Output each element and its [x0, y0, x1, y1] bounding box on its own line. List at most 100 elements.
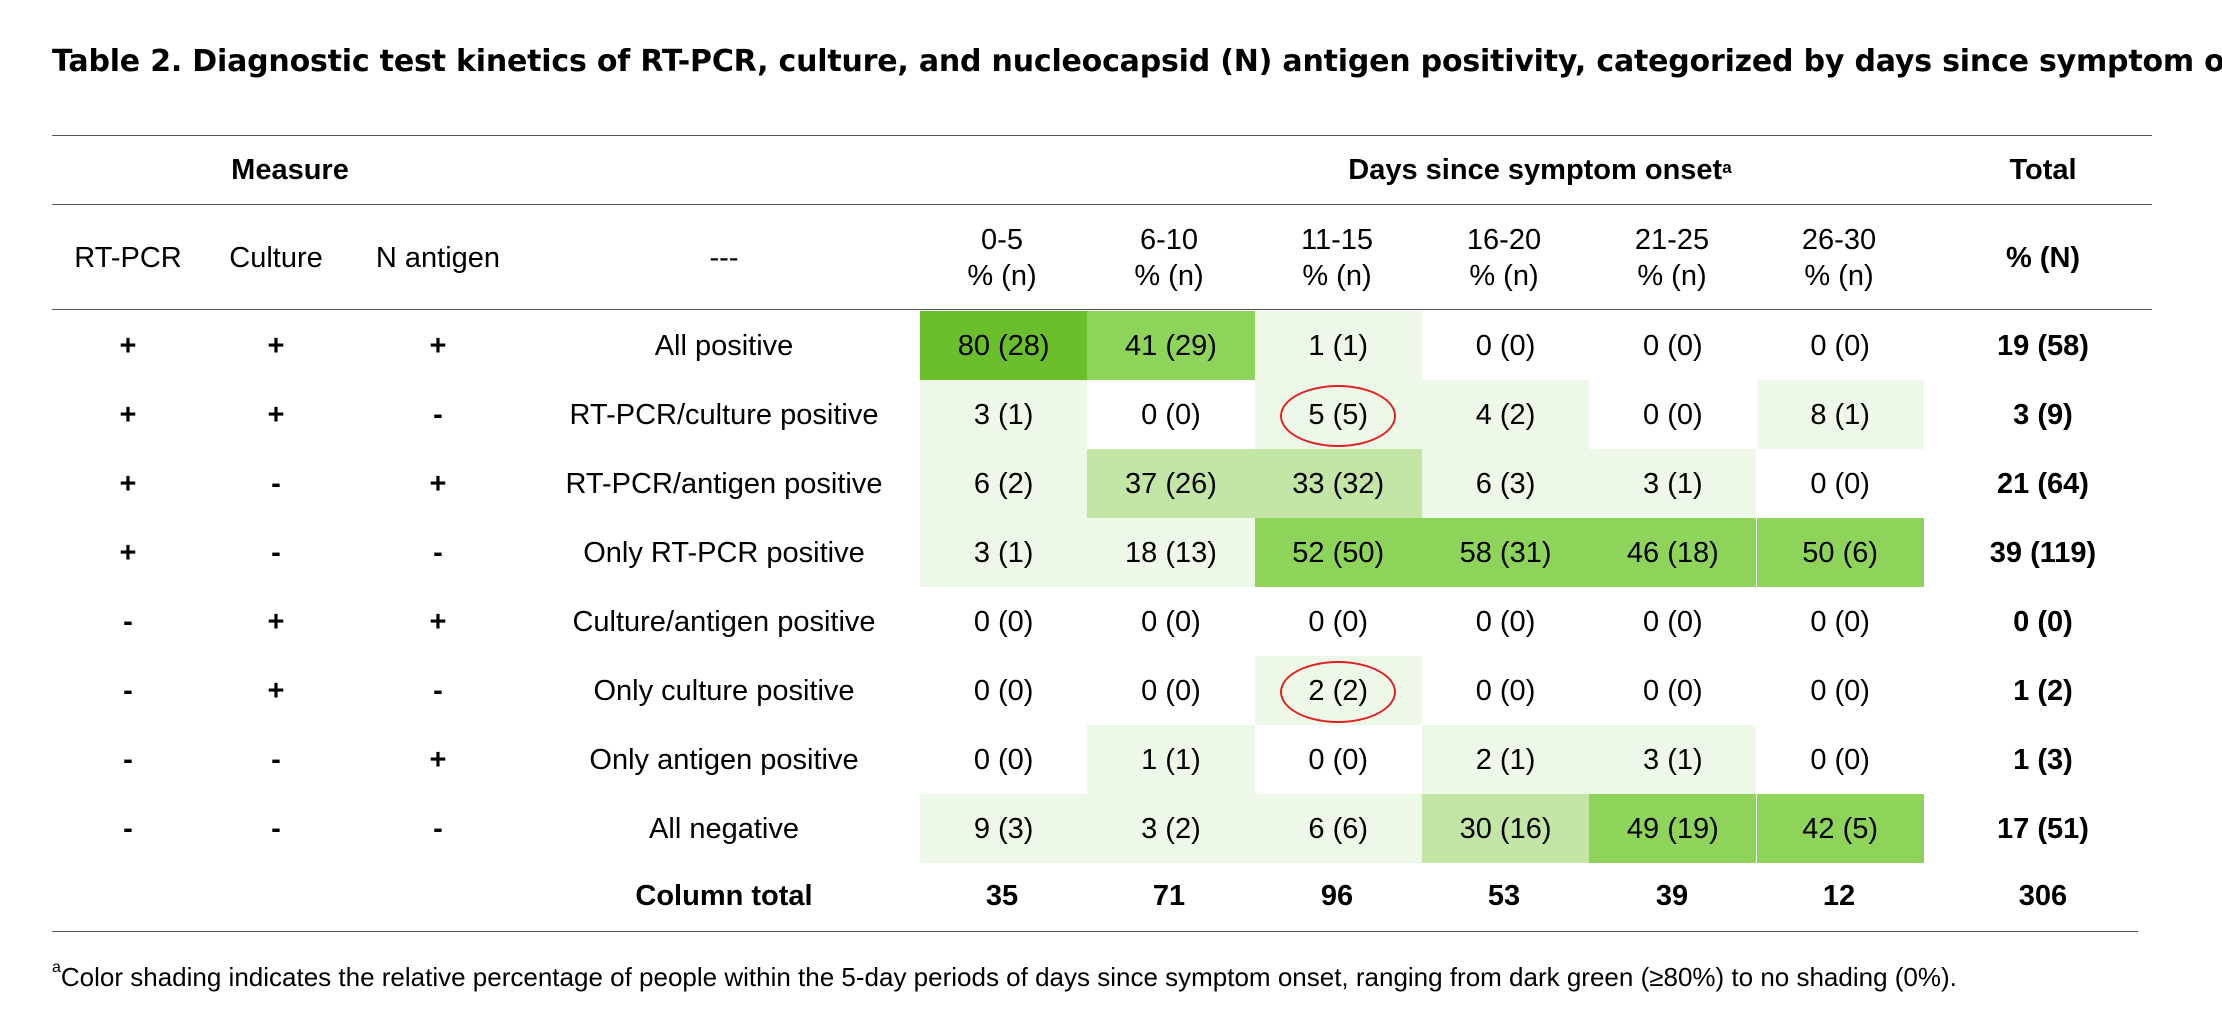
table-cell: 30 (16)	[1421, 794, 1590, 863]
table-cell: 0 (0)	[1421, 311, 1590, 380]
row-total: 3 (9)	[2013, 398, 2073, 431]
antigen-sign: +	[429, 467, 447, 500]
antigen-sign: -	[433, 536, 443, 569]
table-top-rule	[52, 135, 2152, 136]
table-cell: 0 (0)	[1589, 311, 1757, 380]
table-cell: 1 (1)	[1254, 311, 1422, 380]
row-total: 39 (119)	[1989, 536, 2097, 569]
row-label: Culture/antigen positive	[572, 605, 876, 638]
table-cell: 0 (0)	[1087, 380, 1255, 449]
header-total-unit: % (N)	[2005, 242, 2081, 274]
table-cell: 0 (0)	[1087, 656, 1255, 725]
table-cell: 0 (0)	[1589, 380, 1757, 449]
rtpcr-sign: -	[123, 605, 133, 638]
header-measure: Measure	[231, 154, 349, 186]
row-total: 1 (2)	[2013, 674, 2073, 707]
header-description: ---	[709, 242, 739, 274]
table-cell: 5 (5)	[1254, 380, 1422, 449]
footnote: aColor shading indicates the relative pe…	[52, 959, 1957, 993]
table-bottom-rule	[52, 931, 2138, 932]
table-cell: 0 (0)	[1756, 587, 1924, 656]
header-day-col-6-10: 6-10 % (n)	[1085, 205, 1252, 311]
table-cell: 9 (3)	[920, 794, 1088, 863]
day-unit-label: % (n)	[1469, 260, 1539, 292]
header-days-footnote-marker: a	[1722, 158, 1732, 177]
day-unit-label: % (n)	[967, 260, 1037, 292]
table-cell: 0 (0)	[1756, 311, 1924, 380]
table-cell: 3 (1)	[920, 518, 1088, 587]
day-range-label: 11-15	[1300, 224, 1373, 256]
day-range-label: 0-5	[981, 224, 1023, 256]
rtpcr-sign: -	[123, 812, 133, 845]
day-range-label: 16-20	[1466, 224, 1542, 256]
rtpcr-sign: +	[119, 536, 137, 569]
table-cell: 0 (0)	[920, 656, 1088, 725]
table-cell: 46 (18)	[1589, 518, 1757, 587]
day-range-label: 26-30	[1801, 224, 1877, 256]
row-total: 1 (3)	[2013, 743, 2073, 776]
row-label: RT-PCR/antigen positive	[565, 467, 883, 500]
antigen-sign: -	[433, 674, 443, 707]
table-cell: 6 (6)	[1254, 794, 1422, 863]
header-n-antigen: N antigen	[375, 242, 501, 274]
row-total: 17 (51)	[1997, 812, 2089, 845]
antigen-sign: +	[429, 605, 447, 638]
table-cell: 4 (2)	[1421, 380, 1590, 449]
culture-sign: -	[271, 812, 281, 845]
header-culture: Culture	[229, 242, 323, 274]
rtpcr-sign: +	[119, 329, 137, 362]
column-total-value: 35	[985, 879, 1019, 912]
day-unit-label: % (n)	[1637, 260, 1707, 292]
table-cell: 18 (13)	[1087, 518, 1255, 587]
footnote-marker: a	[52, 959, 61, 977]
header-day-col-26-30: 26-30 % (n)	[1755, 205, 1922, 311]
day-unit-label: % (n)	[1302, 260, 1372, 292]
table-cell: 0 (0)	[1756, 725, 1924, 794]
table-cell: 33 (32)	[1254, 449, 1422, 518]
table-cell: 0 (0)	[1756, 656, 1924, 725]
header-days-label: Days since symptom onset	[1348, 154, 1723, 186]
column-total-value: 12	[1822, 879, 1856, 912]
culture-sign: -	[271, 467, 281, 500]
table-cell: 0 (0)	[1254, 725, 1422, 794]
header-day-col-0-5: 0-5 % (n)	[918, 205, 1085, 311]
column-total-value: 39	[1655, 879, 1689, 912]
table-cell: 3 (2)	[1087, 794, 1255, 863]
footnote-text: Color shading indicates the relative per…	[60, 962, 1957, 992]
table-cell: 1 (1)	[1087, 725, 1255, 794]
day-range-label: 6-10	[1139, 224, 1199, 256]
table-cell: 80 (28)	[920, 311, 1088, 380]
column-total-value: 53	[1487, 879, 1521, 912]
table-cell: 0 (0)	[1421, 656, 1590, 725]
row-label: All positive	[654, 329, 794, 362]
culture-sign: +	[267, 674, 285, 707]
row-label: Only antigen positive	[589, 743, 859, 776]
column-total-label: Column total	[635, 879, 813, 912]
table-cell: 0 (0)	[920, 587, 1088, 656]
row-total: 19 (58)	[1997, 329, 2089, 362]
header-day-col-16-20: 16-20 % (n)	[1420, 205, 1587, 311]
table-cell: 37 (26)	[1087, 449, 1255, 518]
table-cell: 49 (19)	[1589, 794, 1757, 863]
column-total-value: 96	[1320, 879, 1354, 912]
table-cell: 6 (2)	[920, 449, 1088, 518]
antigen-sign: +	[429, 743, 447, 776]
row-label: RT-PCR/culture positive	[569, 398, 879, 431]
row-total: 21 (64)	[1997, 467, 2089, 500]
header-bottom-rule	[52, 309, 2152, 310]
table-cell: 42 (5)	[1756, 794, 1924, 863]
day-range-label: 21-25	[1634, 224, 1710, 256]
rtpcr-sign: -	[123, 674, 133, 707]
culture-sign: -	[271, 743, 281, 776]
table-cell: 8 (1)	[1756, 380, 1924, 449]
header-days-since-onset: Days since symptom onset a	[1100, 136, 1980, 204]
row-total: 0 (0)	[2013, 605, 2073, 638]
table-cell: 3 (1)	[920, 380, 1088, 449]
header-group-rule	[52, 204, 2152, 205]
table-cell: 0 (0)	[1589, 656, 1757, 725]
table-cell: 6 (3)	[1421, 449, 1590, 518]
day-unit-label: % (n)	[1804, 260, 1874, 292]
culture-sign: -	[271, 536, 281, 569]
rtpcr-sign: +	[119, 467, 137, 500]
table-cell: 0 (0)	[920, 725, 1088, 794]
